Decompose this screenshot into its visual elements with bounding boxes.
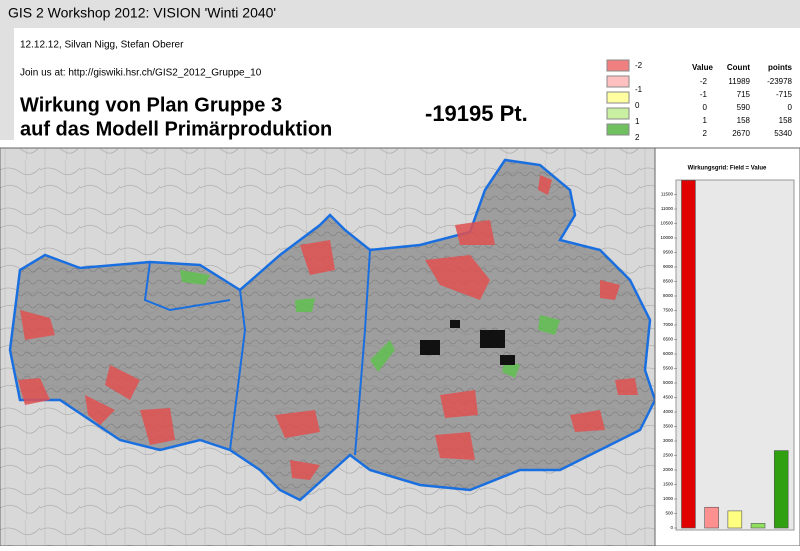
y-tick-label: 10500 <box>660 221 673 226</box>
legend-label: -1 <box>635 85 643 94</box>
y-tick-label: 10000 <box>660 235 673 240</box>
table-cell: 2670 <box>732 129 750 138</box>
region-border <box>143 249 371 456</box>
legend-swatch <box>606 59 630 72</box>
y-tick-label: 2500 <box>663 453 674 458</box>
y-tick-label: 9000 <box>663 264 674 269</box>
legend-label: 1 <box>635 117 640 126</box>
map <box>0 147 657 547</box>
y-tick-label: 5000 <box>663 380 674 385</box>
header-bar <box>0 0 800 28</box>
bar <box>681 180 696 529</box>
link: Join us at: http://giswiki.hsr.ch/GIS2_2… <box>20 68 262 79</box>
y-tick-label: 4000 <box>663 409 674 414</box>
table-cell: 590 <box>737 103 751 112</box>
bar <box>773 450 789 529</box>
legend-swatch <box>606 91 630 104</box>
y-tick-label: 9500 <box>663 250 674 255</box>
table-cell: -23978 <box>767 77 792 86</box>
table-cell: 5340 <box>774 129 792 138</box>
bar <box>727 510 743 529</box>
y-tick-label: 500 <box>665 511 673 516</box>
table-cell: -1 <box>700 90 708 99</box>
y-tick-label: 3000 <box>663 438 674 443</box>
table-cell: -2 <box>700 77 708 86</box>
y-tick-label: 8500 <box>663 279 674 284</box>
authors: 12.12.12, Silvan Nigg, Stefan Oberer <box>20 40 184 51</box>
table-header: points <box>768 63 793 72</box>
legend-label: 0 <box>635 101 640 110</box>
bar <box>750 523 766 529</box>
legend-swatch <box>606 107 630 120</box>
table-cell: 158 <box>779 116 793 125</box>
y-tick-label: 8000 <box>663 293 674 298</box>
table-cell: 1 <box>703 116 708 125</box>
y-tick-label: 7500 <box>663 308 674 313</box>
table: Value Count points -2 11989 -23978 -1 715 -715 0 5… <box>692 63 793 138</box>
table-cell: 715 <box>737 90 751 99</box>
legend-label: -2 <box>635 61 643 70</box>
table-cell: 158 <box>737 116 751 125</box>
side-strip <box>0 28 14 140</box>
y-tick-label: 0 <box>670 525 673 530</box>
bar-chart: 0 500 1000 1500 2000 2500 3000 3500 4000 4500 5000… <box>660 180 789 530</box>
y-tick-label: 7000 <box>663 322 674 327</box>
y-tick-label: 4500 <box>663 395 674 400</box>
y-tick-label: 11500 <box>661 192 674 197</box>
heading: auf das Modell Primärproduktion <box>20 118 332 140</box>
y-tick-label: 6000 <box>663 351 674 356</box>
table-cell: 0 <box>788 103 793 112</box>
built-up <box>420 320 515 365</box>
legend: -2 -1 0 1 2 <box>606 59 643 142</box>
positive-areas <box>180 270 560 378</box>
table-header: Count <box>727 63 750 72</box>
score: -19195 Pt. <box>425 101 528 126</box>
legend-swatch <box>606 75 630 88</box>
table-header: Value <box>692 63 713 72</box>
y-tick-label: 2000 <box>663 467 674 472</box>
table-cell: 0 <box>703 103 708 112</box>
y-tick-label: 5500 <box>663 366 674 371</box>
y-tick-label: 11000 <box>661 206 674 211</box>
chart-title: Wirkungsgrid: Field = Value <box>688 166 767 172</box>
y-tick-label: 3500 <box>663 424 674 429</box>
heading: Wirkung von Plan Gruppe 3 <box>20 94 282 116</box>
y-tick-label: 1500 <box>663 482 674 487</box>
legend-swatch <box>606 123 630 136</box>
table-cell: -715 <box>776 90 793 99</box>
table-cell: 11989 <box>728 77 750 86</box>
y-tick-label: 6500 <box>663 337 674 342</box>
legend-label: 2 <box>635 133 640 142</box>
bar <box>704 506 719 529</box>
table-cell: 2 <box>703 129 708 138</box>
y-tick-label: 1000 <box>663 496 674 501</box>
header-title: GIS 2 Workshop 2012: VISION 'Winti 2040' <box>8 5 276 21</box>
impact-areas <box>18 175 638 480</box>
